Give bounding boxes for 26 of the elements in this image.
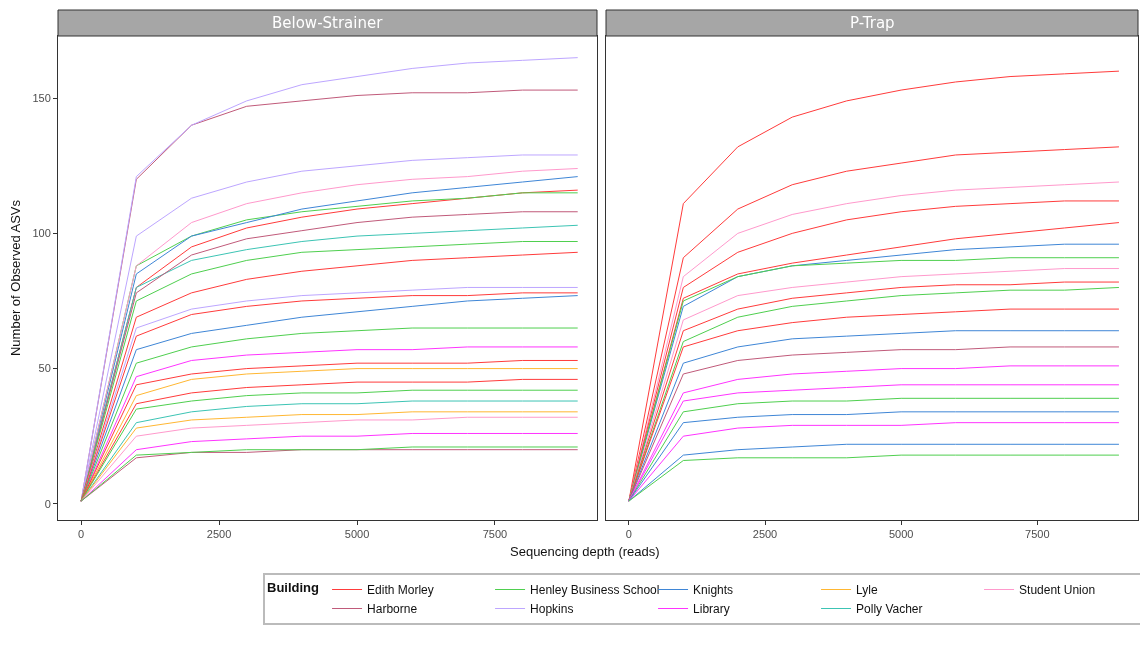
legend-label: Harborne — [367, 602, 418, 617]
x-tick-label: 2500 — [206, 528, 232, 541]
x-tick-label: 0 — [625, 528, 632, 541]
legend-title: Building — [267, 579, 320, 595]
legend-label: Edith Morley — [367, 583, 434, 598]
y-tick-label: 100 — [32, 227, 51, 240]
y-tick-label: 150 — [32, 92, 51, 105]
legend-label: Lyle — [856, 583, 878, 598]
chart-title: P-Trap — [850, 14, 895, 32]
chart-title: Below-Strainer — [272, 14, 384, 32]
x-tick-label: 2500 — [752, 528, 778, 541]
x-tick-label: 0 — [78, 528, 85, 541]
y-axis-title: Number of Observed ASVs — [8, 199, 24, 357]
legend-label: Hopkins — [530, 602, 574, 617]
legend-label: Student Union — [1019, 583, 1096, 598]
x-tick-label: 7500 — [1025, 528, 1050, 541]
legend-label: Polly Vacher — [856, 602, 923, 617]
x-tick-label: 5000 — [344, 528, 370, 541]
legend-label: Knights — [693, 583, 734, 598]
x-axis-title: Sequencing depth (reads) — [510, 544, 660, 559]
y-tick-label: 50 — [38, 362, 51, 375]
x-tick-label: 7500 — [482, 528, 508, 541]
x-tick-label: 5000 — [888, 528, 914, 541]
legend-label: Henley Business School — [530, 583, 660, 598]
legend-label: Library — [693, 602, 730, 617]
y-tick-label: 0 — [44, 497, 51, 510]
